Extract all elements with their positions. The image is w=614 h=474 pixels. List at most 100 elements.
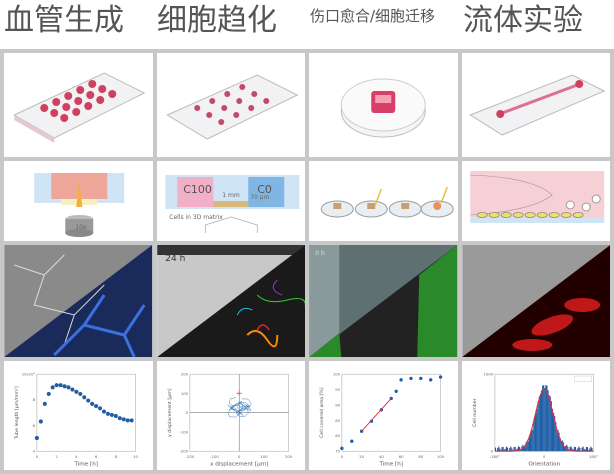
histogram-bar — [497, 446, 499, 452]
histogram-bar — [528, 437, 530, 452]
y-tick-label: 90 — [335, 403, 340, 407]
y-tick-label: 85 — [335, 419, 340, 423]
data-point — [438, 375, 443, 379]
x-tick-label: 0 — [238, 455, 241, 459]
histogram-bar — [543, 388, 545, 452]
histogram-bar — [568, 447, 571, 452]
objective-label: 10x — [75, 224, 87, 231]
histogram-bar — [577, 446, 579, 452]
header-flow: 流体实验 — [463, 3, 583, 38]
data-point — [82, 395, 87, 400]
histogram-bar — [576, 448, 578, 452]
height-label: 70 µm — [250, 194, 269, 201]
histogram-bar — [578, 447, 580, 452]
histogram-bar — [581, 447, 583, 452]
x-axis-label: x displacement [µm] — [210, 461, 268, 467]
histogram-bar — [548, 395, 550, 452]
column-headers: 血管生成 细胞趋化 伤口愈合/细胞迁移 流体实验 — [0, 0, 614, 50]
histogram-bar — [584, 449, 586, 452]
histogram-bar — [514, 446, 516, 452]
y-tick-label: 6 — [33, 424, 36, 428]
data-point — [54, 383, 59, 388]
header-chemotaxis: 细胞趋化 — [157, 3, 277, 38]
data-point — [97, 406, 103, 411]
data-point — [50, 385, 55, 390]
x-tick-label: 40 — [379, 455, 384, 459]
wound-healing-micrograph: 0 h — [309, 245, 458, 357]
data-point — [394, 389, 398, 393]
histogram-bar — [517, 446, 519, 452]
data-point — [340, 446, 344, 451]
chemotaxis-slide-image — [156, 53, 305, 157]
origin-marker: + — [235, 388, 242, 398]
y-axis-label: Tube length [µm/mm²] — [14, 386, 20, 440]
header-wound-healing: 伤口愈合/细胞迁移 — [310, 7, 436, 25]
histogram-bar — [590, 447, 593, 452]
displacement-chart: -200 -100 0 100 200 -200 -100 0 100 200 x displace… — [156, 361, 305, 470]
data-point — [109, 412, 114, 417]
histogram-bar — [549, 396, 551, 452]
plot-frame — [36, 373, 136, 452]
header-angiogenesis: 血管生成 — [4, 3, 124, 38]
x-tick-label: 100 — [437, 455, 445, 459]
histogram-bar — [545, 385, 548, 452]
x-axis-label: Orientation — [528, 461, 560, 467]
histogram-bar — [562, 442, 564, 452]
fit-curve — [494, 388, 594, 452]
data-point — [429, 378, 433, 382]
histogram-bar — [555, 429, 557, 452]
data-point — [105, 411, 111, 416]
x-tick-label: 80 — [418, 455, 423, 459]
data-point — [125, 418, 130, 423]
histogram-bar — [513, 447, 515, 452]
data-point — [350, 439, 354, 443]
histogram-bar — [586, 447, 588, 452]
x-tick-label: 200 — [284, 455, 292, 459]
x-tick-label: 0 — [36, 455, 39, 459]
data-point — [399, 378, 403, 382]
flow-slide-image — [461, 53, 610, 157]
y-tick-label: 10x10³ — [22, 372, 36, 377]
chemotaxis-micrograph: 24 h — [156, 245, 305, 357]
histogram-bar — [585, 446, 587, 452]
y-tick-label: 95 — [335, 388, 340, 392]
y-axis-label: Cell covered area [%] — [319, 387, 325, 438]
x-tick-label: 20 — [359, 455, 364, 459]
fit-line — [361, 398, 392, 432]
histogram-bar — [553, 415, 555, 452]
plot-frame — [341, 373, 441, 452]
histogram-bar — [529, 432, 531, 452]
histogram-bar — [522, 446, 525, 452]
histogram-bar — [500, 447, 503, 452]
histogram-bar — [567, 450, 569, 452]
data-point — [90, 401, 95, 406]
flow-diagram — [461, 161, 610, 241]
x-tick-label: 180° — [589, 455, 598, 459]
y-tick-label: 4 — [33, 450, 36, 454]
histogram-bar — [556, 430, 559, 452]
data-point — [74, 389, 79, 394]
y-tick-label: 80 — [335, 434, 340, 438]
data-point — [38, 419, 43, 424]
histogram-bar — [506, 447, 508, 452]
angiogenesis-slide-image — [4, 53, 153, 157]
histogram-bar — [544, 385, 546, 452]
histogram-bar — [588, 448, 590, 452]
x-tick-label: 10 — [133, 455, 138, 459]
data-point — [42, 401, 47, 406]
histogram-bar — [504, 448, 506, 452]
histogram-bar — [571, 448, 573, 452]
wound-healing-diagram — [309, 161, 458, 241]
data-point — [70, 387, 75, 392]
y-tick-label: 100 — [180, 392, 188, 396]
covered-area-chart: 0 20 40 60 80 100 75 80 85 90 95 100 Time [h] Cell co… — [309, 361, 458, 470]
c100-label: C100 — [183, 183, 212, 196]
histogram-bar — [559, 437, 561, 452]
data-point — [113, 413, 118, 419]
track-lines — [227, 397, 252, 418]
wound-healing-dish-image — [309, 53, 458, 157]
legend — [574, 375, 592, 382]
histogram-bar — [563, 446, 565, 452]
histogram-bar — [536, 409, 538, 452]
histogram-bar — [498, 448, 500, 452]
